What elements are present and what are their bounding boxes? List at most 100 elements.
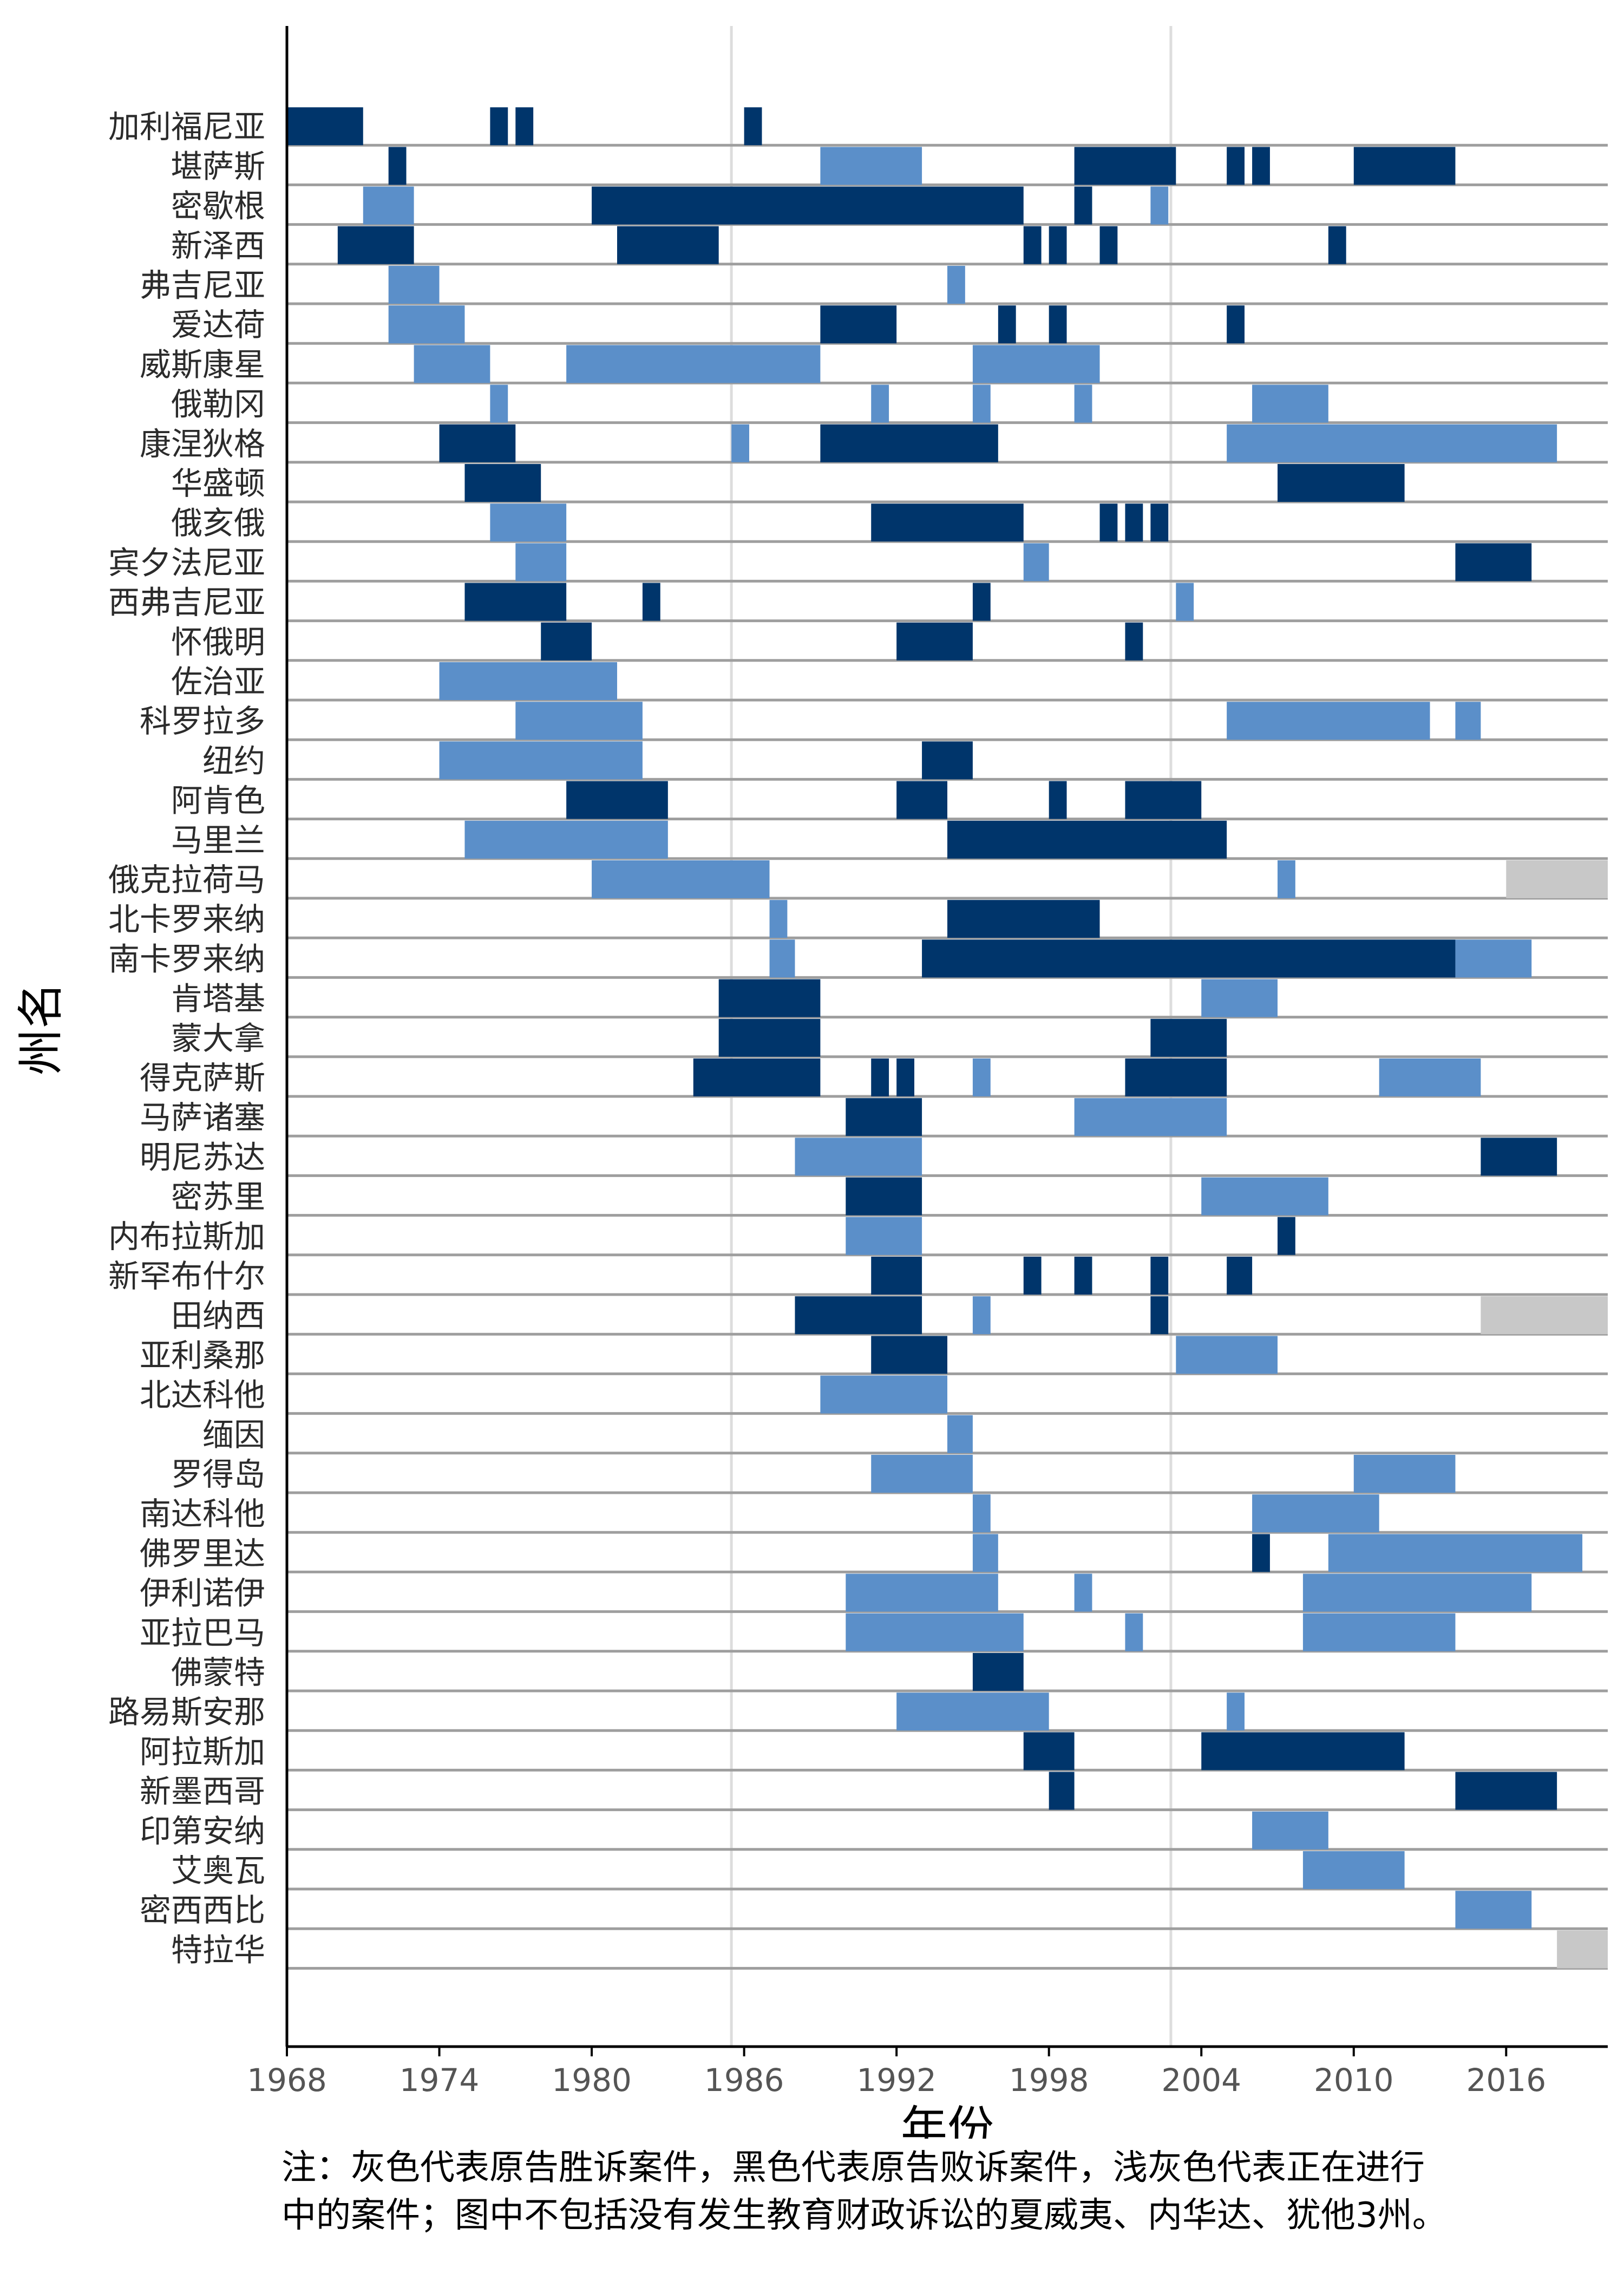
footnote: 注：灰色代表原告胜诉案件，黑色代表原告败诉案件，浅灰色代表正在进行 中的案件；图… bbox=[281, 2144, 1613, 2239]
state-label: 科罗拉多 bbox=[140, 703, 265, 740]
state-label: 路易斯安那 bbox=[108, 1694, 265, 1730]
state-label: 缅因 bbox=[202, 1416, 265, 1453]
litigation-bar-won bbox=[846, 1217, 922, 1255]
litigation-bar-lost bbox=[1150, 1018, 1227, 1057]
state-label: 密苏里 bbox=[171, 1179, 265, 1216]
litigation-bar-lost bbox=[820, 424, 998, 462]
state-label: 印第安纳 bbox=[140, 1813, 265, 1850]
litigation-bar-lost bbox=[947, 820, 1227, 859]
litigation-bar-lost bbox=[388, 147, 407, 185]
state-label: 俄克拉荷马 bbox=[108, 861, 265, 898]
litigation-bar-won bbox=[1252, 384, 1328, 423]
litigation-bar-lost bbox=[1252, 1534, 1270, 1572]
litigation-bar-lost bbox=[464, 464, 541, 502]
litigation-bar-lost bbox=[1125, 1058, 1227, 1096]
state-label: 伊利诺伊 bbox=[140, 1575, 265, 1612]
state-label: 新墨西哥 bbox=[140, 1773, 265, 1810]
litigation-bar-lost bbox=[1049, 1772, 1075, 1810]
litigation-bar-lost bbox=[1125, 622, 1143, 661]
litigation-bar-lost bbox=[1201, 1732, 1405, 1770]
litigation-bar-won bbox=[515, 543, 567, 581]
state-label: 得克萨斯 bbox=[140, 1060, 265, 1096]
x-tick-label: 1974 bbox=[400, 2062, 480, 2099]
litigation-bar-won bbox=[731, 424, 749, 462]
footnote-line-2: 中的案件；图中不包括没有发生教育财政诉讼的夏威夷、内华达、犹他3州。 bbox=[281, 2195, 1447, 2236]
litigation-bar-lost bbox=[1227, 305, 1245, 344]
litigation-bar-won bbox=[1074, 1573, 1092, 1612]
litigation-bar-lost bbox=[1074, 186, 1092, 225]
litigation-bar-lost bbox=[947, 900, 1100, 938]
state-label: 南卡罗来纳 bbox=[108, 940, 265, 977]
litigation-bar-lost bbox=[1099, 504, 1118, 542]
x-tick-label: 1986 bbox=[704, 2062, 784, 2099]
litigation-bar-won bbox=[1302, 1573, 1532, 1612]
litigation-bar-won bbox=[490, 504, 567, 542]
litigation-bar-won bbox=[846, 1573, 998, 1612]
litigation-bar-won bbox=[1328, 1534, 1583, 1572]
litigation-bar-lost bbox=[972, 1653, 1024, 1691]
state-label: 明尼苏达 bbox=[140, 1139, 265, 1175]
litigation-bar-won bbox=[947, 1415, 973, 1453]
litigation-bar-won bbox=[1150, 186, 1169, 225]
litigation-bar-won bbox=[1455, 1891, 1532, 1929]
litigation-bar-lost bbox=[617, 226, 719, 264]
y-axis-title: 州名 bbox=[14, 982, 68, 1075]
litigation-bar-won bbox=[515, 702, 643, 740]
state-label: 俄亥俄 bbox=[171, 505, 265, 541]
axes bbox=[285, 26, 1608, 2048]
litigation-bar-won bbox=[769, 939, 795, 978]
litigation-bar-won bbox=[1455, 702, 1481, 740]
litigation-bar-won bbox=[1353, 1455, 1456, 1493]
litigation-bar-won bbox=[1302, 1851, 1405, 1889]
litigation-bar-lost bbox=[846, 1098, 922, 1136]
state-label: 加利福尼亚 bbox=[108, 108, 265, 145]
state-label: 特拉华 bbox=[171, 1931, 265, 1968]
litigation-bar-lost bbox=[541, 622, 592, 661]
litigation-bar-lost bbox=[922, 939, 1456, 978]
x-tick-label: 2016 bbox=[1466, 2062, 1547, 2099]
x-tick-label: 2004 bbox=[1161, 2062, 1241, 2099]
litigation-bar-won bbox=[388, 305, 465, 344]
litigation-bar-lost bbox=[871, 1257, 922, 1295]
state-label: 爱达荷 bbox=[171, 306, 265, 343]
litigation-bar-lost bbox=[820, 305, 897, 344]
litigation-bar-lost bbox=[1481, 1138, 1557, 1176]
litigation-bar-won bbox=[1227, 424, 1557, 462]
state-label: 田纳西 bbox=[171, 1297, 265, 1334]
litigation-bar-lost bbox=[1353, 147, 1456, 185]
state-litigation-timeline-chart: 加利福尼亚堪萨斯密歇根新泽西弗吉尼亚爱达荷威斯康星俄勒冈康涅狄格华盛顿俄亥俄宾夕… bbox=[14, 26, 1608, 2139]
litigation-bar-won bbox=[414, 345, 490, 383]
litigation-bar-lost bbox=[1455, 1772, 1557, 1810]
litigation-bar-pending bbox=[1506, 860, 1608, 898]
state-label: 北达科他 bbox=[140, 1377, 265, 1414]
litigation-bar-lost bbox=[718, 979, 821, 1017]
litigation-bar-won bbox=[972, 384, 991, 423]
litigation-bar-lost bbox=[871, 1058, 889, 1096]
litigation-bar-won bbox=[1074, 384, 1092, 423]
x-tick-label: 1968 bbox=[247, 2062, 327, 2099]
litigation-bar-lost bbox=[515, 107, 534, 146]
state-label: 威斯康星 bbox=[140, 346, 265, 383]
litigation-bar-won bbox=[1201, 979, 1278, 1017]
litigation-bar-lost bbox=[1023, 1257, 1042, 1295]
litigation-bar-lost bbox=[592, 186, 1024, 225]
litigation-bar-lost bbox=[1049, 305, 1067, 344]
litigation-bar-pending bbox=[1557, 1930, 1608, 1969]
litigation-bar-lost bbox=[1049, 226, 1067, 264]
litigation-bar-lost bbox=[1278, 1217, 1295, 1255]
state-label: 肯塔基 bbox=[171, 981, 265, 1017]
litigation-bar-won bbox=[846, 1613, 1024, 1651]
state-label: 阿拉斯加 bbox=[140, 1733, 265, 1770]
litigation-bar-lost bbox=[1150, 1296, 1169, 1335]
litigation-bar-won bbox=[795, 1138, 922, 1176]
litigation-bar-won bbox=[439, 662, 617, 700]
litigation-bar-lost bbox=[896, 781, 947, 819]
litigation-bar-lost bbox=[490, 107, 508, 146]
litigation-bar-lost bbox=[1227, 1257, 1253, 1295]
x-tick-label: 1992 bbox=[856, 2062, 937, 2099]
x-axis-ticks: 1968 1974 1980 1986 1992 1998 2004 2010 2016 bbox=[247, 2047, 1546, 2099]
state-label: 北卡罗来纳 bbox=[108, 901, 265, 938]
state-label: 俄勒冈 bbox=[171, 386, 265, 423]
state-label: 康涅狄格 bbox=[140, 426, 265, 462]
x-tick-label: 1998 bbox=[1009, 2062, 1089, 2099]
